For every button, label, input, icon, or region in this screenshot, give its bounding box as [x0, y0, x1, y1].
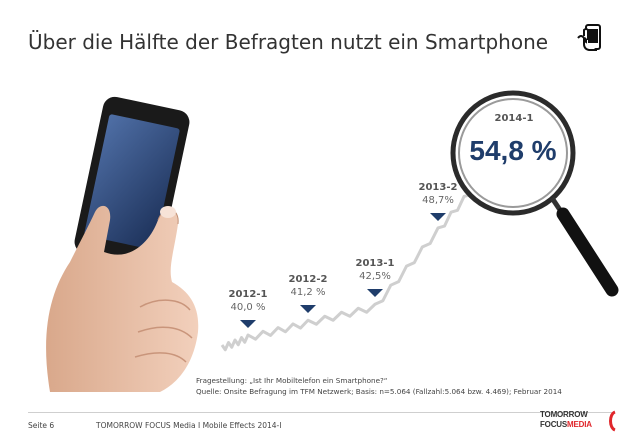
source-note: Fragestellung: „Ist Ihr Mobiltelefon ein… — [196, 375, 616, 397]
category-label-2012-2: 2012-2 — [288, 274, 328, 286]
page-number: Seite 6 — [28, 421, 55, 430]
value-label-2013-1: 42,5% — [359, 271, 391, 283]
hand-holding-smartphone-image — [46, 96, 199, 392]
page-title: Über die Hälfte der Befragten nutzt ein … — [28, 30, 549, 54]
logo-line-1: TOMORROW — [540, 410, 588, 419]
logo-word-focus: FOCUS — [540, 420, 568, 429]
category-label-2012-1: 2012-1 — [228, 289, 268, 300]
logo-word-media: MEDIA — [567, 420, 592, 429]
highlight-year: 2014-1 — [494, 113, 534, 124]
footer-divider — [28, 412, 613, 413]
logo-line-2: FOCUSMEDIA — [540, 420, 592, 429]
category-label-2013-1: 2013-1 — [355, 258, 395, 270]
value-label-2013-2: 48,7% — [422, 194, 454, 206]
data-marker-2013-2 — [430, 212, 446, 221]
logo-mark-icon — [609, 410, 616, 432]
question-text: Fragestellung: „Ist Ihr Mobiltelefon ein… — [196, 376, 388, 385]
value-label-2012-1: 40,0 % — [230, 302, 266, 313]
category-label-2013-2: 2013-2 — [418, 181, 458, 193]
trend-line — [220, 167, 492, 352]
data-marker-2013-1 — [367, 289, 383, 298]
value-label-2012-2: 41,2 % — [290, 287, 326, 299]
data-marker-2012-2 — [300, 305, 316, 314]
smartphone-touch-icon — [577, 24, 601, 51]
magnifier-icon — [450, 90, 619, 297]
data-marker-2012-1 — [240, 320, 256, 328]
source-text: Quelle: Onsite Befragung im TFM Netzwerk… — [196, 387, 562, 396]
company-logo: TOMORROW FOCUSMEDIA — [540, 408, 620, 436]
highlight-value: 54,8 % — [469, 135, 557, 166]
footer-text: TOMORROW FOCUS Media I Mobile Effects 20… — [96, 421, 282, 430]
